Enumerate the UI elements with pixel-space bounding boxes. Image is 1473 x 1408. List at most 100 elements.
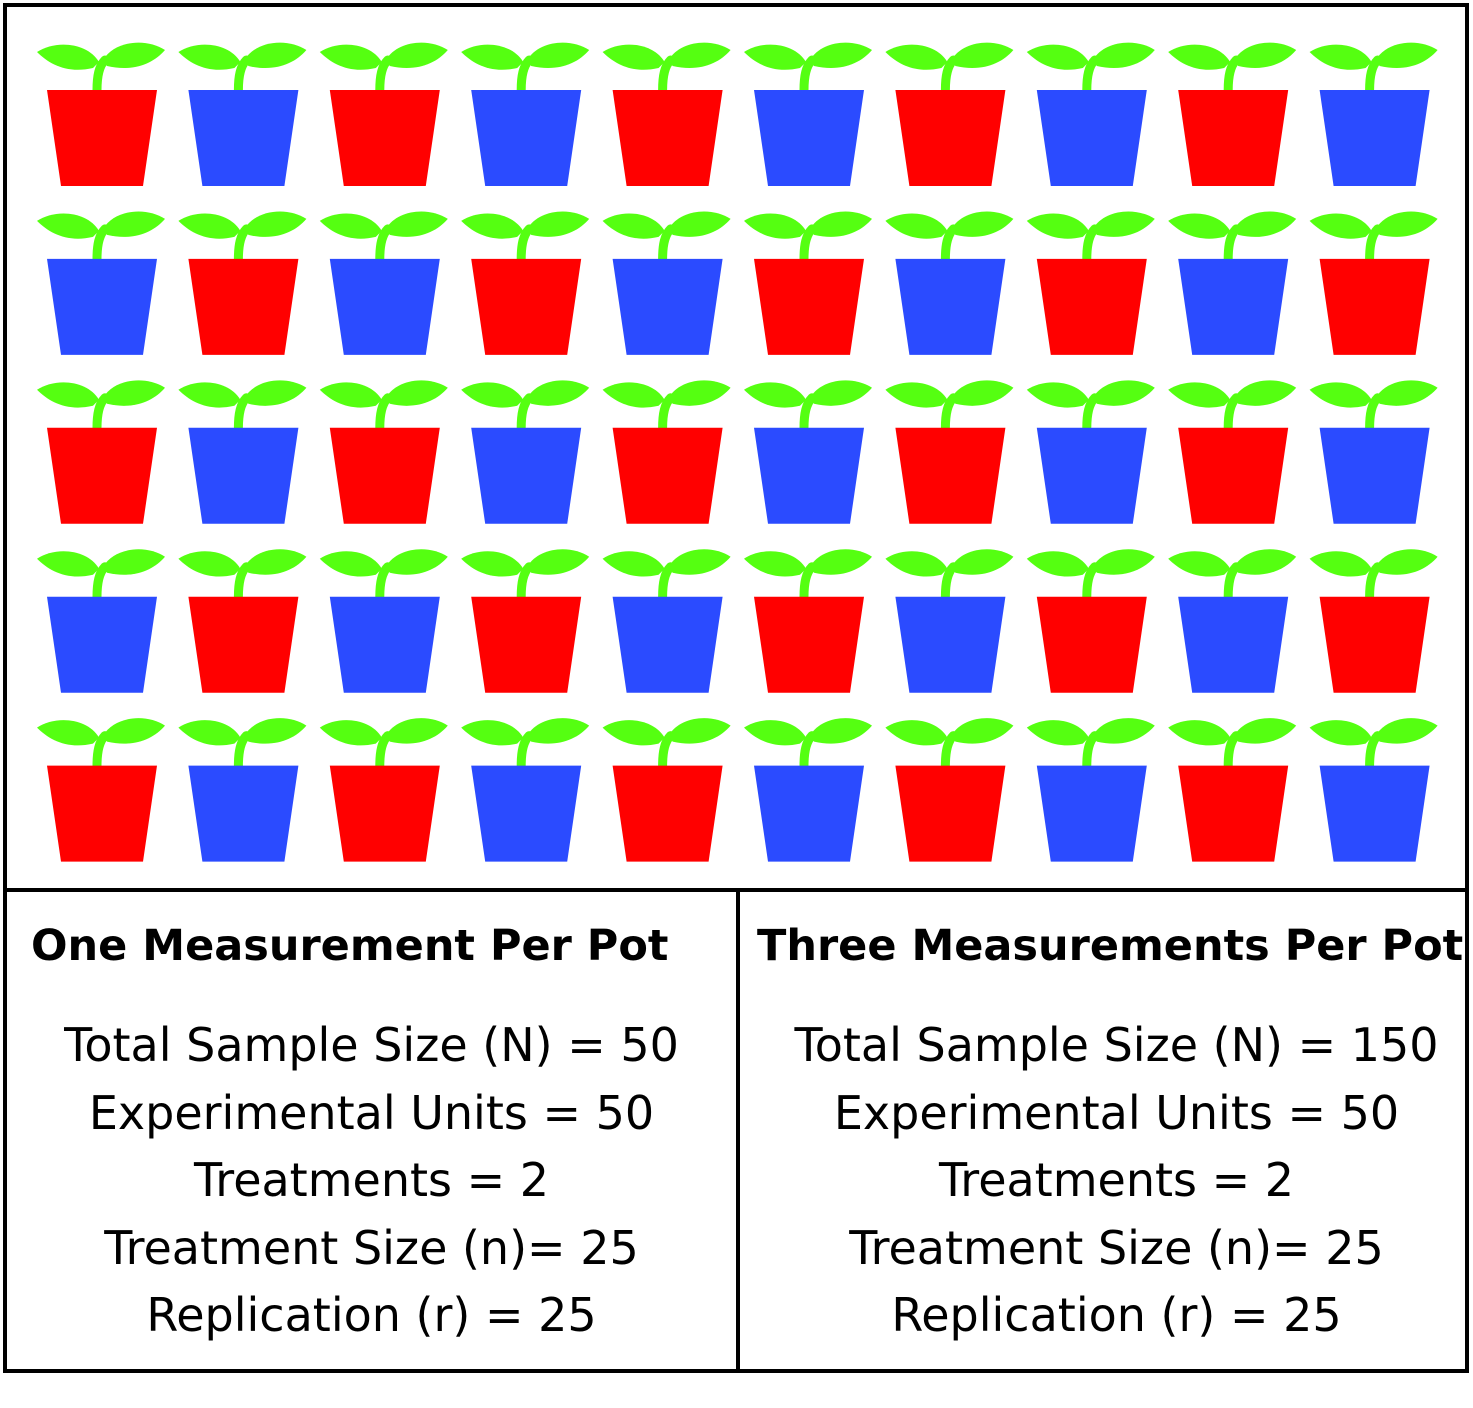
- seedling-leaf-right: [1092, 211, 1155, 237]
- blue-pot: [329, 596, 440, 693]
- seedling-leaf-left: [1309, 213, 1372, 239]
- red-pot: [1178, 90, 1289, 186]
- red-pot: [329, 427, 440, 524]
- treatment-size-stat: Treatment Size (n)= 25: [849, 1220, 1384, 1275]
- seedling-leaf-left: [319, 213, 382, 239]
- seedling-stem: [1365, 55, 1383, 95]
- seedling-leaf-right: [385, 549, 448, 575]
- seedling-stem: [1223, 393, 1241, 433]
- seedling-leaf-right: [668, 718, 731, 744]
- seedling-leaf-left: [461, 44, 524, 70]
- seedling-leaf-left: [885, 551, 948, 577]
- experimental-design-figure: One Measurement Per Pot Total Sample Siz…: [3, 3, 1469, 1373]
- total-sample-size-stat: Total Sample Size (N) = 150: [794, 1018, 1439, 1072]
- blue-pot-seedling: [885, 211, 1014, 355]
- seedling-leaf-left: [37, 720, 99, 746]
- seedling-stem: [233, 55, 251, 95]
- seedling-leaf-right: [668, 549, 731, 575]
- total-sample-size-stat: Total Sample Size (N) = 50: [64, 1018, 679, 1072]
- blue-pot-seedling: [602, 211, 731, 355]
- blue-pot-seedling: [178, 380, 307, 524]
- blue-pot-seedling: [885, 549, 1014, 693]
- red-pot: [1319, 258, 1430, 355]
- seedling-leaf-right: [951, 211, 1014, 237]
- seedling-leaf-left: [461, 551, 524, 577]
- seedling-leaf-right: [1375, 549, 1438, 575]
- seedling-stem: [92, 224, 110, 264]
- blue-pot-seedling: [178, 42, 307, 186]
- seedling-leaf-left: [178, 382, 241, 408]
- seedling-leaf-left: [885, 44, 948, 70]
- blue-pot: [1036, 90, 1147, 186]
- seedling-leaf-right: [1375, 718, 1438, 744]
- seedling-leaf-right: [810, 549, 872, 575]
- seedling-stem: [658, 393, 676, 433]
- blue-pot-seedling: [461, 42, 590, 186]
- red-pot-seedling: [37, 42, 165, 186]
- seedling-leaf-right: [1092, 718, 1155, 744]
- blue-pot: [471, 765, 582, 862]
- red-pot-seedling: [1168, 380, 1297, 524]
- treatment-size-stat: Treatment Size (n)= 25: [104, 1220, 639, 1275]
- seedling-stem: [92, 562, 110, 602]
- replication-stat: Replication (r) = 25: [891, 1288, 1342, 1342]
- seedling-leaf-right: [1092, 380, 1155, 406]
- blue-pot-seedling: [1309, 718, 1438, 862]
- seedling-leaf-left: [1168, 213, 1231, 239]
- seedling-leaf-right: [103, 42, 165, 69]
- blue-pot-seedling: [1309, 380, 1438, 524]
- seedling-leaf-right: [385, 42, 448, 69]
- seedling-stem: [799, 224, 817, 264]
- seedling-stem: [1365, 731, 1383, 771]
- red-pot-seedling: [744, 211, 872, 355]
- three-measurements-stats: Total Sample Size (N) = 150 Experimental…: [740, 1012, 1465, 1350]
- blue-pot: [895, 258, 1006, 355]
- red-pot-seedling: [1026, 211, 1155, 355]
- seedling-leaf-left: [37, 44, 99, 70]
- red-pot: [47, 427, 157, 524]
- seedling-stem: [799, 731, 817, 771]
- blue-pot-seedling: [1168, 549, 1297, 693]
- seedling-stem: [233, 224, 251, 264]
- blue-pot: [1036, 427, 1147, 524]
- seedling-leaf-right: [810, 718, 872, 744]
- blue-pot: [1178, 596, 1289, 693]
- blue-pot-seedling: [602, 549, 731, 693]
- red-pot: [612, 765, 723, 862]
- red-pot: [895, 427, 1006, 524]
- seedling-leaf-left: [744, 382, 806, 408]
- one-measurement-stats: Total Sample Size (N) = 50 Experimental …: [7, 1012, 736, 1350]
- seedling-stem: [516, 731, 534, 771]
- seedling-stem: [516, 393, 534, 433]
- seedling-leaf-left: [319, 551, 382, 577]
- red-pot: [471, 258, 582, 355]
- seedling-stem: [375, 731, 393, 771]
- seedling-stem: [1082, 224, 1100, 264]
- blue-pot-seedling: [37, 549, 165, 693]
- seedling-leaf-right: [1234, 42, 1297, 69]
- horizontal-divider: [7, 888, 1465, 892]
- seedling-leaf-left: [461, 213, 524, 239]
- blue-pot-seedling: [461, 380, 590, 524]
- blue-pot: [188, 90, 299, 186]
- seedling-leaf-right: [527, 549, 590, 575]
- red-pot: [47, 765, 157, 862]
- seedling-leaf-right: [668, 380, 731, 406]
- seedling-stem: [233, 731, 251, 771]
- pot-grid: [37, 42, 1438, 862]
- three-measurements-panel: Three Measurements Per Pot Total Sample …: [740, 892, 1465, 1369]
- seedling-stem: [940, 224, 958, 264]
- seedling-leaf-left: [602, 44, 665, 70]
- seedling-leaf-left: [37, 213, 99, 239]
- seedling-leaf-right: [527, 211, 590, 237]
- red-pot-seedling: [178, 211, 307, 355]
- seedling-stem: [1082, 55, 1100, 95]
- seedling-leaf-left: [602, 213, 665, 239]
- seedling-leaf-right: [527, 718, 590, 744]
- seedling-leaf-right: [385, 380, 448, 406]
- seedling-leaf-right: [1234, 549, 1297, 575]
- seedling-leaf-left: [1168, 720, 1231, 746]
- blue-pot: [188, 765, 299, 862]
- seedling-leaf-left: [1026, 213, 1089, 239]
- seedling-leaf-left: [744, 213, 806, 239]
